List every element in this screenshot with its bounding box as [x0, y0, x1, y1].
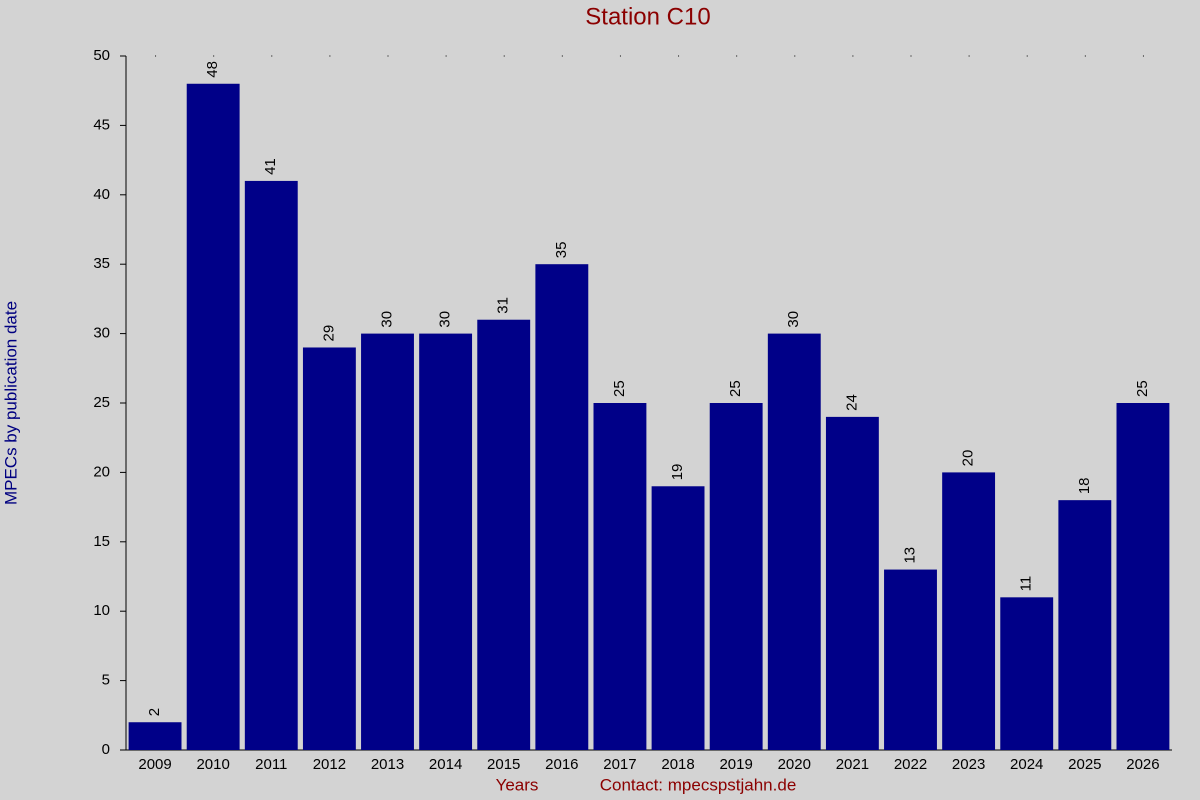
- contact-note: Contact: mpecspstjahn.de: [600, 775, 797, 794]
- value-label: 31: [495, 297, 512, 314]
- x-tick-label: 2020: [778, 756, 811, 773]
- x-tick-label: 2016: [545, 756, 578, 773]
- bar: [884, 569, 937, 750]
- value-label: 30: [437, 311, 454, 328]
- value-label: 25: [611, 380, 628, 397]
- bar: [302, 347, 356, 750]
- value-label: 20: [960, 450, 977, 467]
- y-tick-label: 15: [93, 533, 110, 550]
- x-tick-label: 2012: [313, 756, 346, 773]
- bar: [1116, 403, 1170, 750]
- bar: [651, 486, 705, 750]
- x-tick-label: 2011: [255, 756, 287, 773]
- value-label: 25: [727, 380, 744, 397]
- value-label: 13: [901, 547, 918, 564]
- bar: [1058, 500, 1112, 750]
- bar: [942, 472, 996, 750]
- bar: [825, 416, 879, 750]
- bar: [593, 403, 647, 750]
- value-label: 19: [669, 464, 686, 481]
- bar: [767, 333, 821, 750]
- bar: [419, 333, 473, 750]
- value-label: 11: [1018, 576, 1035, 592]
- y-tick-label: 35: [93, 255, 110, 272]
- y-tick-label: 20: [93, 463, 110, 480]
- bar: [477, 319, 531, 750]
- y-tick-label: 45: [93, 116, 110, 133]
- x-tick-label: 2010: [196, 756, 229, 773]
- y-tick-label: 10: [93, 602, 110, 619]
- y-tick-label: 40: [93, 186, 110, 203]
- x-tick-label: 2013: [371, 756, 404, 773]
- x-tick-label: 2025: [1068, 756, 1101, 773]
- x-tick-label: 2017: [603, 756, 636, 773]
- y-tick-label: 0: [102, 741, 110, 758]
- bar: [186, 83, 240, 750]
- value-label: 24: [843, 394, 860, 411]
- chart-title: Station C10: [585, 3, 710, 30]
- bar: [709, 403, 763, 750]
- x-tick-label: 2022: [894, 756, 927, 773]
- x-tick-label: 2023: [952, 756, 985, 773]
- value-label: 25: [1134, 380, 1151, 397]
- y-tick-label: 30: [93, 325, 110, 342]
- x-tick-label: 2024: [1010, 756, 1043, 773]
- x-tick-label: 2021: [836, 756, 869, 773]
- y-tick-label: 50: [93, 47, 110, 64]
- value-label: 41: [262, 158, 279, 175]
- value-label: 29: [320, 325, 337, 342]
- bar: [244, 180, 298, 751]
- x-tick-label: 2019: [719, 756, 752, 773]
- bar: [535, 264, 589, 750]
- value-label: 2: [146, 708, 163, 716]
- x-axis-label: Years: [496, 775, 539, 794]
- value-label: 18: [1076, 477, 1093, 494]
- x-tick-label: 2026: [1126, 756, 1159, 773]
- value-label: 48: [204, 61, 221, 78]
- value-label: 30: [378, 311, 395, 328]
- value-label: 35: [553, 242, 570, 259]
- x-tick-label: 2015: [487, 756, 520, 773]
- x-tick-label: 2014: [429, 756, 462, 773]
- y-tick-label: 5: [102, 672, 110, 689]
- value-label: 30: [785, 311, 802, 328]
- bar: [1000, 597, 1054, 750]
- x-tick-label: 2018: [661, 756, 694, 773]
- bar: [361, 333, 414, 750]
- x-tick-label: 2009: [138, 756, 171, 773]
- bar: [128, 722, 182, 750]
- y-tick-label: 25: [93, 394, 110, 411]
- y-axis-label: MPECs by publication date: [1, 301, 20, 505]
